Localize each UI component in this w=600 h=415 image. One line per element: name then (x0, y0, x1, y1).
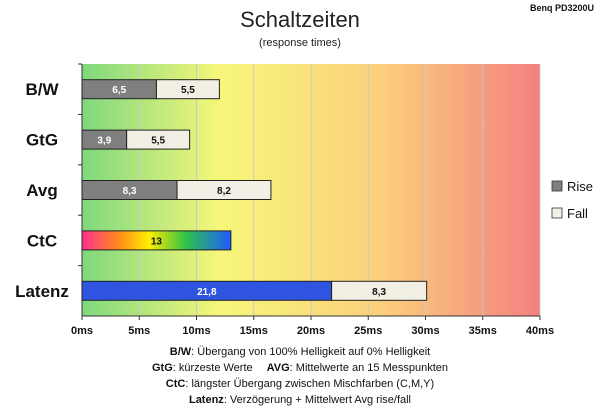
note-avg-text: : Mittelwerte an 15 Messpunkten (289, 362, 449, 374)
chart-subtitle: (response times) (259, 37, 341, 49)
legend-rise-swatch (551, 180, 563, 192)
category-label: Avg (26, 181, 58, 200)
data-label-fall: 8,2 (217, 186, 231, 197)
note-latenz-text: : Verzögerung + Mittelwert Avg rise/fall (223, 394, 412, 406)
x-tick-label: 15ms (240, 325, 268, 337)
x-tick-label: 40ms (526, 325, 554, 337)
category-label: CtC (27, 231, 57, 250)
x-tick-label: 35ms (469, 325, 497, 337)
data-label-fall: 5,5 (181, 85, 195, 96)
data-label-rise: 6,5 (112, 85, 126, 96)
legend-fall-label: Fall (567, 206, 588, 221)
data-label-rise: 3,9 (97, 136, 111, 147)
category-label: B/W (25, 80, 59, 99)
category-labels: B/W GtG Avg CtC Latenz (15, 63, 82, 301)
bar-fall (331, 280, 428, 301)
data-label-rise: 8,3 (123, 186, 137, 197)
note-latenz-key: Latenz (188, 394, 224, 406)
note-gtg-avg: GtG: kürzeste Werte AVG: Mittelwerte an 1… (0, 360, 600, 376)
chart-notes: B/W: Übergang von 100% Helligkeit auf 0%… (0, 344, 600, 408)
note-bw-text: : Übergang von 100% Helligkeit auf 0% He… (191, 346, 431, 358)
bar-fall (155, 79, 220, 100)
x-tick-label: 20ms (297, 325, 325, 337)
data-label-rise: 13 (151, 236, 163, 247)
x-tick-label: 10ms (182, 325, 210, 337)
note-gtg-key: GtG (151, 362, 173, 374)
note-bw: B/W: Übergang von 100% Helligkeit auf 0%… (0, 344, 600, 360)
category-label: Latenz (15, 282, 69, 301)
x-tick-label: 25ms (354, 325, 382, 337)
legend: Rise Fall (551, 179, 593, 221)
x-tick-label: 30ms (411, 325, 439, 337)
note-gtg-text: : kürzeste Werte (172, 362, 253, 374)
response-time-chart: Schaltzeiten (response times) Benq PD320… (15, 3, 594, 337)
data-label-fall: 8,3 (372, 287, 386, 298)
bar-fall (126, 129, 191, 150)
chart-title: Schaltzeiten (240, 7, 360, 32)
x-tick-label: 0ms (71, 325, 93, 337)
legend-rise-label: Rise (567, 179, 593, 194)
note-latenz: Latenz: Verzögerung + Mittelwert Avg ris… (0, 392, 600, 408)
note-ctc: CtC: längster Übergang zwischen Mischfar… (0, 376, 600, 392)
note-ctc-key: CtC (165, 378, 186, 390)
monitor-model-label: Benq PD3200U (530, 3, 594, 13)
note-ctc-text: : längster Übergang zwischen Mischfarben… (185, 378, 435, 390)
bars: 6,5 5,5 3,9 5,5 8,3 8,2 13 21,8 8,3 (81, 79, 428, 301)
bar-fall (176, 180, 272, 200)
note-avg-key: AVG (266, 362, 290, 374)
legend-fall-swatch (551, 207, 563, 219)
note-bw-key: B/W (169, 346, 192, 358)
data-label-rise: 21,8 (197, 287, 217, 298)
category-label: GtG (26, 131, 58, 150)
x-tick-label: 5ms (128, 325, 150, 337)
bar-rise (81, 230, 232, 251)
data-label-fall: 5,5 (151, 136, 165, 147)
x-tick-labels: 0ms 5ms 10ms 15ms 20ms 25ms 30ms 35ms 40ms (71, 325, 554, 337)
